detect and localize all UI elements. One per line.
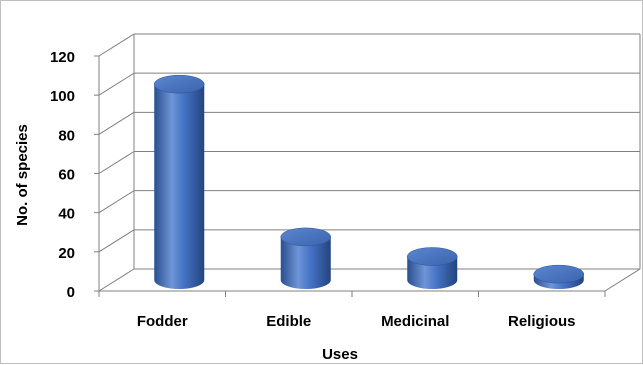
y-tick-label-100: 100	[50, 88, 75, 105]
y-axis-title: No. of species	[14, 124, 31, 226]
y-tick-label-20: 20	[58, 245, 75, 262]
bar-religious	[533, 264, 584, 289]
floor-right-edge	[604, 268, 641, 292]
bar-body-edible	[280, 236, 331, 289]
x-tick-label-fodder: Fodder	[137, 313, 188, 330]
grid-layer	[98, 33, 641, 292]
x-tick-label-edible: Edible	[266, 313, 311, 330]
bar-cap-edible	[280, 227, 331, 247]
x-tick-label-religious: Religious	[508, 313, 576, 330]
x-tick-label-medicinal: Medicinal	[381, 313, 449, 330]
y-tick-label-40: 40	[58, 206, 75, 223]
gridline-diagonal-100	[98, 72, 135, 96]
bar-cap-medicinal	[407, 247, 458, 266]
gridline-diagonal-40	[98, 190, 135, 214]
bars-layer	[154, 74, 584, 290]
gridline-diagonal-120	[98, 33, 135, 57]
y-tick-label-120: 120	[50, 49, 75, 66]
bar-cap-religious	[533, 264, 584, 284]
y-tick-label-60: 60	[58, 167, 75, 184]
labels-layer: 0 20 40 60 80 100 120 Fodder Edible Medicinal Reli…	[50, 49, 576, 330]
y-tick-label-0: 0	[67, 284, 75, 301]
bar-fodder	[154, 74, 205, 290]
gridline-diagonal-60	[98, 151, 135, 174]
bar-cap-fodder	[154, 74, 205, 94]
gridline-diagonal-80	[98, 111, 135, 135]
bar-edible	[280, 227, 331, 289]
gridline-diagonal-20	[98, 229, 135, 253]
gridline-diagonal-0	[98, 268, 135, 292]
bar-medicinal	[407, 247, 458, 289]
y-tick-label-80: 80	[58, 127, 75, 144]
bar-body-fodder	[154, 84, 205, 290]
bar-body-medicinal	[407, 256, 458, 289]
axis-layer	[94, 55, 606, 297]
x-axis-title: Uses	[322, 346, 358, 363]
